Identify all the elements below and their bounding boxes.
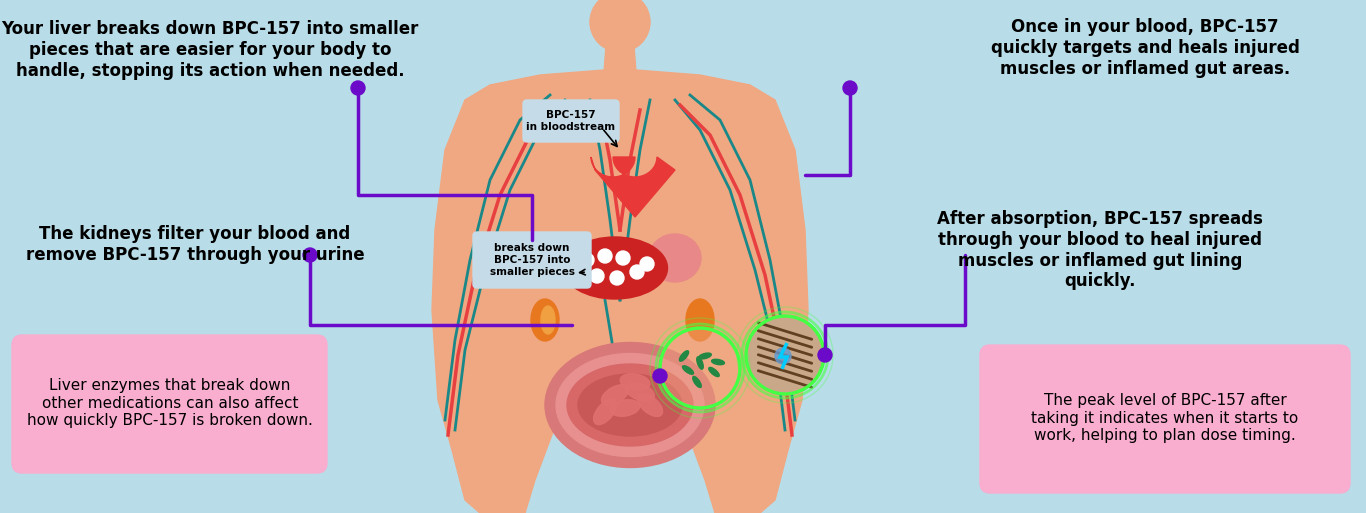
FancyBboxPatch shape: [473, 232, 591, 288]
Ellipse shape: [626, 383, 654, 401]
Ellipse shape: [594, 400, 616, 425]
Circle shape: [653, 369, 667, 383]
Circle shape: [590, 0, 650, 52]
Ellipse shape: [578, 374, 682, 436]
Circle shape: [581, 253, 594, 267]
Polygon shape: [604, 46, 637, 72]
Ellipse shape: [563, 237, 668, 299]
FancyBboxPatch shape: [12, 335, 326, 473]
Ellipse shape: [698, 353, 712, 359]
Ellipse shape: [611, 400, 639, 416]
Ellipse shape: [679, 351, 688, 361]
Circle shape: [843, 81, 856, 95]
FancyBboxPatch shape: [523, 100, 619, 142]
Circle shape: [590, 269, 604, 283]
Text: The kidneys filter your blood and
remove BPC-157 through your urine: The kidneys filter your blood and remove…: [26, 225, 365, 264]
Ellipse shape: [712, 359, 724, 365]
Ellipse shape: [686, 299, 714, 341]
Ellipse shape: [638, 393, 663, 417]
Ellipse shape: [709, 367, 720, 377]
Circle shape: [572, 265, 587, 279]
Text: Your liver breaks down BPC-157 into smaller
pieces that are easier for your body: Your liver breaks down BPC-157 into smal…: [1, 20, 419, 80]
Ellipse shape: [697, 357, 703, 369]
Circle shape: [303, 248, 317, 262]
Ellipse shape: [683, 366, 694, 374]
Circle shape: [630, 265, 643, 279]
Ellipse shape: [556, 353, 703, 457]
Circle shape: [747, 317, 822, 393]
Circle shape: [818, 348, 832, 362]
Ellipse shape: [545, 343, 714, 467]
Circle shape: [351, 81, 365, 95]
Ellipse shape: [693, 377, 701, 387]
Circle shape: [616, 251, 630, 265]
Text: BPC-157
in bloodstream: BPC-157 in bloodstream: [526, 110, 616, 132]
Text: After absorption, BPC-157 spreads
through your blood to heal injured
muscles or : After absorption, BPC-157 spreads throug…: [937, 210, 1264, 290]
Ellipse shape: [620, 373, 650, 390]
Circle shape: [611, 271, 624, 285]
Ellipse shape: [649, 234, 701, 282]
Text: Once in your blood, BPC-157
quickly targets and heals injured
muscles or inflame: Once in your blood, BPC-157 quickly targ…: [990, 18, 1299, 77]
Ellipse shape: [567, 364, 693, 446]
Circle shape: [661, 329, 739, 407]
Text: The peak level of BPC-157 after
taking it indicates when it starts to
work, help: The peak level of BPC-157 after taking i…: [1031, 393, 1299, 443]
Text: Liver enzymes that break down
other medications can also affect
how quickly BPC-: Liver enzymes that break down other medi…: [27, 378, 313, 428]
Text: breaks down
BPC-157 into
smaller pieces: breaks down BPC-157 into smaller pieces: [489, 243, 575, 277]
Circle shape: [598, 249, 612, 263]
Polygon shape: [432, 70, 809, 513]
Ellipse shape: [541, 306, 555, 334]
Polygon shape: [591, 157, 675, 217]
Ellipse shape: [601, 385, 628, 405]
Circle shape: [775, 348, 791, 364]
FancyBboxPatch shape: [979, 345, 1350, 493]
Ellipse shape: [531, 299, 559, 341]
Circle shape: [641, 257, 654, 271]
